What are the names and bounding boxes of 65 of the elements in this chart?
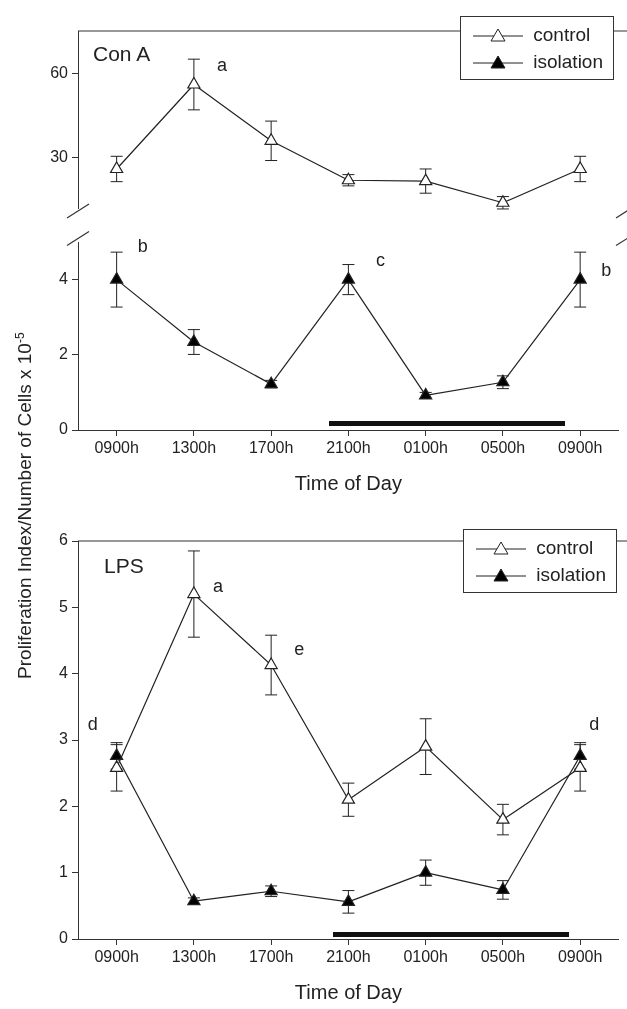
- x-tick-label: 0900h: [557, 439, 603, 457]
- point: [496, 882, 510, 895]
- point: [496, 812, 510, 824]
- x-tick-label: 0900h: [94, 439, 139, 457]
- x-tick-label: 0500h: [480, 948, 526, 966]
- y-tick-label: 6: [59, 531, 69, 549]
- y-tick-label: 5: [59, 597, 69, 615]
- y-tick-label: 4: [59, 270, 69, 288]
- annotation: d: [87, 713, 98, 734]
- point: [109, 272, 124, 284]
- x-tick-label: 0500h: [480, 439, 526, 457]
- y-tick-label: 60: [50, 63, 69, 81]
- point: [187, 334, 201, 347]
- point: [187, 76, 201, 89]
- point: [109, 748, 124, 761]
- point: [264, 657, 278, 670]
- annotation: a: [212, 576, 224, 597]
- legend-label: control: [533, 23, 591, 47]
- point: [109, 760, 124, 772]
- legend-label: isolation: [533, 50, 603, 74]
- point: [573, 161, 587, 174]
- point: [187, 893, 201, 906]
- legend-label: control: [536, 536, 594, 560]
- y-tick-label: 2: [59, 345, 69, 363]
- x-tick-label: 1300h: [171, 948, 217, 966]
- y-tick-label: 3: [59, 730, 69, 748]
- x-tick-label: 2100h: [326, 948, 371, 966]
- point: [419, 865, 433, 877]
- legend-label: isolation: [536, 563, 606, 587]
- point: [341, 272, 356, 284]
- text: Con A: [93, 42, 151, 65]
- text: LPS: [104, 554, 144, 577]
- point: [341, 792, 356, 804]
- point: [264, 133, 278, 145]
- y-tick-label: 0: [59, 929, 69, 947]
- point: [419, 739, 433, 751]
- point: [573, 272, 587, 284]
- x-tick-label: 1700h: [248, 948, 294, 966]
- point: [341, 894, 356, 906]
- annotation: d: [589, 713, 600, 734]
- x-axis-title: Time of Day: [294, 471, 402, 494]
- annotation: e: [294, 639, 305, 660]
- y-tick-label: 2: [59, 796, 69, 814]
- point: [419, 387, 433, 400]
- y-tick-label: 4: [59, 664, 69, 682]
- x-tick-label: 0900h: [94, 948, 139, 966]
- x-tick-label: 2100h: [326, 439, 371, 457]
- x-tick-label: 1700h: [248, 439, 294, 457]
- point: [573, 760, 587, 772]
- annotation: c: [375, 249, 385, 270]
- annotation: b: [601, 259, 612, 280]
- annotation: a: [216, 54, 228, 75]
- annotation: b: [137, 235, 148, 256]
- x-tick-label: 0100h: [403, 948, 448, 966]
- point: [109, 161, 124, 174]
- x-axis-title: Time of Day: [294, 980, 402, 1003]
- x-tick-label: 1300h: [171, 439, 217, 457]
- x-tick-label: 0100h: [403, 439, 448, 457]
- point: [573, 748, 587, 761]
- y-tick-label: 30: [50, 148, 69, 166]
- point: [187, 586, 201, 599]
- y-tick-label: 1: [59, 863, 69, 881]
- point: [419, 173, 433, 186]
- y-tick-label: 0: [59, 420, 69, 438]
- x-tick-label: 0900h: [557, 948, 603, 966]
